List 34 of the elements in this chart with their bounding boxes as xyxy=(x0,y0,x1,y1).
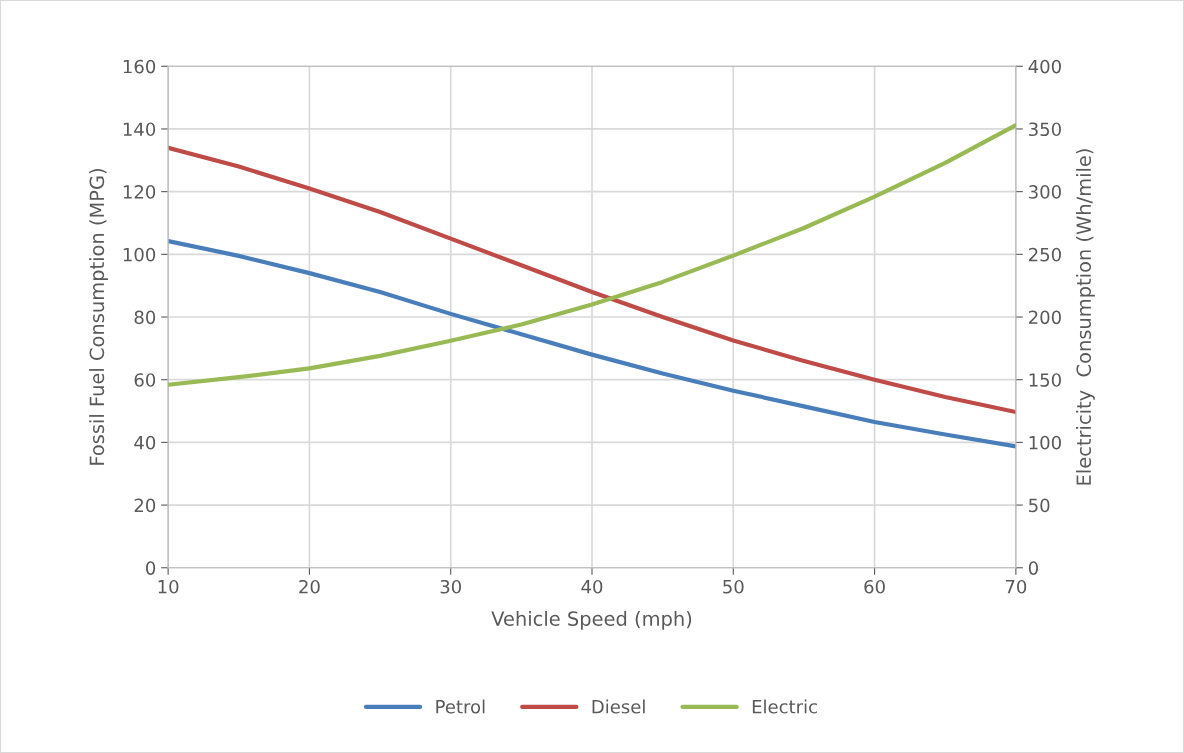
y2-tick-label: 400 xyxy=(1028,59,1061,74)
y-tick-label: 60 xyxy=(134,373,156,387)
y-tick-label: 40 xyxy=(134,435,156,450)
x-tick-label: 30 xyxy=(440,579,461,594)
legend-label: Electric xyxy=(752,699,817,714)
legend-label: Diesel xyxy=(592,699,645,714)
y-tick-label: 120 xyxy=(123,185,156,199)
line-series xyxy=(168,145,1016,415)
y2-tick-label: 250 xyxy=(1029,247,1061,262)
y-tick-label: 100 xyxy=(123,247,156,262)
y2-tick-label: 100 xyxy=(1029,435,1061,450)
y2-tick-label: 0 xyxy=(1028,561,1038,575)
y-tick-label: 140 xyxy=(123,122,156,137)
y-axis-title: Fossil Fuel Consumption (MPG) xyxy=(89,169,108,465)
y2-tick-label: 200 xyxy=(1029,310,1061,325)
x-tick-label: 70 xyxy=(1005,579,1027,594)
y2-axis-title: Electricity Consumption (Wh/mile) xyxy=(1076,149,1095,485)
x-tick-label: 60 xyxy=(864,579,885,594)
y2-tick-label: 300 xyxy=(1029,185,1061,199)
line-series xyxy=(168,239,1016,449)
y-tick-label: 160 xyxy=(123,59,156,74)
y-tick-label: 0 xyxy=(146,561,156,575)
x-tick-label: 10 xyxy=(158,579,179,594)
x-tick-label: 50 xyxy=(723,579,744,594)
x-axis-title: Vehicle Speed (mph) xyxy=(491,610,692,630)
legend-label: Petrol xyxy=(436,699,485,714)
y-tick-label: 20 xyxy=(134,498,156,513)
y-tick-label: 80 xyxy=(134,310,156,325)
x-tick-label: 40 xyxy=(581,579,603,594)
x-tick-label: 20 xyxy=(299,579,320,594)
y2-tick-label: 150 xyxy=(1029,373,1061,387)
y2-tick-label: 50 xyxy=(1029,498,1050,513)
y2-tick-label: 350 xyxy=(1029,122,1061,137)
line-series xyxy=(168,123,1016,387)
